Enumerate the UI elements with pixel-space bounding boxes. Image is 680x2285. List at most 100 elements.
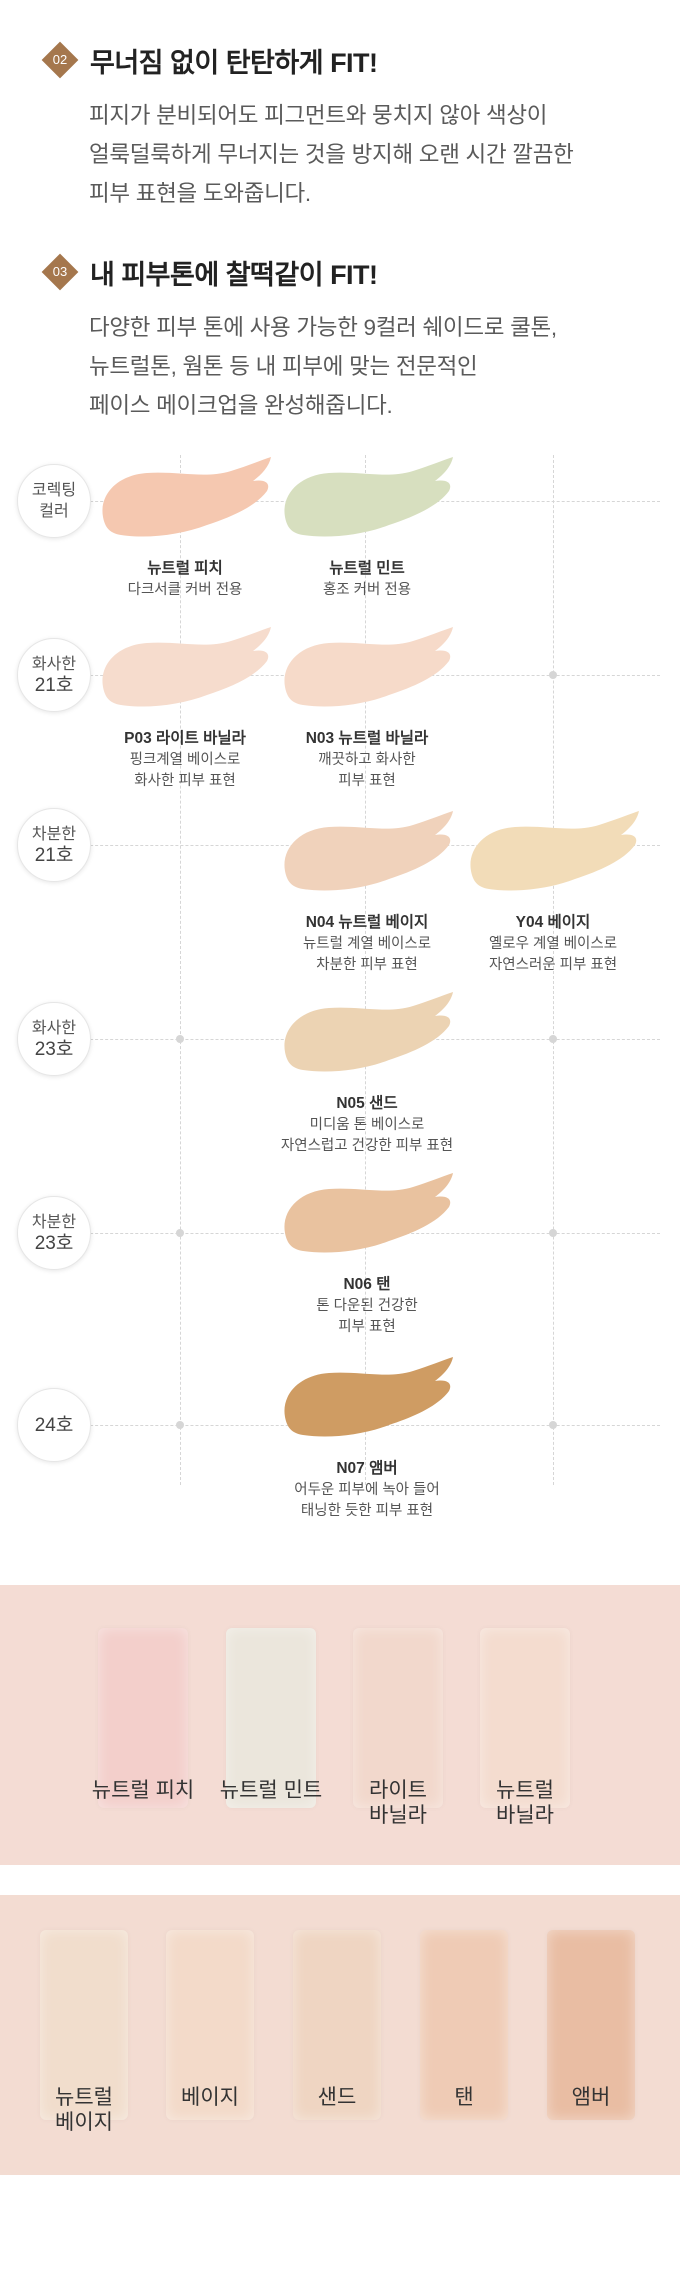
shade-caption: N06 탠 톤 다운된 건강한 피부 표현: [272, 1274, 462, 1338]
swatch-path: [284, 627, 453, 707]
swatch-stroke-icon: [284, 457, 453, 537]
swatch-stroke-icon: [284, 1357, 453, 1437]
grid-dot: [549, 1421, 557, 1429]
swatch-path: [284, 457, 453, 537]
row-label-calm-21: 차분한 21호: [17, 808, 91, 882]
shade-caption: 뉴트럴 피치 다크서클 커버 전용: [90, 558, 280, 601]
texture-label-line: 뉴트럴: [55, 2086, 113, 2109]
shade-desc: 핑크계열 베이스로: [129, 752, 241, 768]
swatch-path: [284, 811, 453, 891]
texture-label: 뉴트럴 피치: [83, 1778, 203, 1803]
swatch-path: [470, 811, 639, 891]
shade-name: 뉴트럴 피치: [147, 560, 223, 577]
texture-label: 샌드: [277, 2085, 397, 2110]
row-label-bright-23: 화사한 23호: [17, 1002, 91, 1076]
texture-swatch: [420, 1930, 508, 2120]
shade-chart: 코렉팅 컬러 화사한 21호 차분한 21호 화사한 23호 차분한 23호 2…: [0, 445, 680, 1555]
row-label-line: 23호: [34, 1039, 74, 1060]
feature-description: 피지가 분비되어도 피그먼트와 뭉치지 않아 색상이 얼룩덜룩하게 무너지는 것…: [89, 96, 659, 213]
shade-name: N04 뉴트럴 베이지: [305, 914, 429, 931]
texture-swatch: [547, 1930, 635, 2120]
texture-label-line: 앰버: [571, 2086, 611, 2109]
swatch-path: [102, 627, 271, 707]
texture-swatch: [480, 1628, 570, 1808]
shade-name: 뉴트럴 민트: [329, 560, 405, 577]
row-label-bright-21: 화사한 21호: [17, 638, 91, 712]
shade-n03: N03 뉴트럴 바닐라 깨끗하고 화사한 피부 표현: [272, 625, 462, 792]
shade-caption: P03 라이트 바닐라 핑크계열 베이스로 화사한 피부 표현: [90, 728, 280, 792]
number-badge: 03: [40, 252, 80, 292]
feature-02-heading: 02 무너짐 없이 탄탄하게 FIT!: [40, 40, 378, 80]
shade-caption: 뉴트럴 민트 홍조 커버 전용: [272, 558, 462, 601]
row-label-line: 차분한: [31, 826, 77, 843]
shade-n04: N04 뉴트럴 베이지 뉴트럴 계열 베이스로 차분한 피부 표현: [272, 809, 462, 976]
shade-caption: N07 앰버 어두운 피부에 녹아 들어 태닝한 듯한 피부 표현: [272, 1458, 462, 1522]
shade-caption: N04 뉴트럴 베이지 뉴트럴 계열 베이스로 차분한 피부 표현: [272, 912, 462, 976]
texture-label: 뉴트럴 바닐라: [465, 1778, 585, 1828]
grid-dot: [549, 671, 557, 679]
shade-n07: N07 앰버 어두운 피부에 녹아 들어 태닝한 듯한 피부 표현: [272, 1355, 462, 1522]
feature-title: 무너짐 없이 탄탄하게 FIT!: [90, 47, 378, 78]
feature-title: 내 피부톤에 찰떡같이 FIT!: [90, 259, 378, 290]
texture-band-1: 뉴트럴 피치 뉴트럴 민트 라이트 바닐라 뉴트럴 바닐라: [0, 1585, 680, 1865]
shade-desc: 옐로우 계열 베이스로: [488, 936, 618, 952]
texture-swatch: [293, 1930, 381, 2120]
grid-dot: [549, 1035, 557, 1043]
description-line: 뉴트럴톤, 웜톤 등 내 피부에 맞는 전문적인: [89, 354, 478, 379]
texture-label: 뉴트럴 민트: [211, 1778, 331, 1803]
shade-caption: Y04 베이지 옐로우 계열 베이스로 자연스러운 피부 표현: [458, 912, 648, 976]
description-line: 다양한 피부 톤에 사용 가능한 9컬러 쉐이드로 쿨톤,: [89, 315, 557, 340]
texture-swatch: [226, 1628, 316, 1808]
shade-desc: 다크서클 커버 전용: [127, 582, 243, 598]
shade-desc: 깨끗하고 화사한: [318, 752, 416, 768]
shade-y04: Y04 베이지 옐로우 계열 베이스로 자연스러운 피부 표현: [458, 809, 648, 976]
row-label-line: 컬러: [39, 503, 69, 520]
grid-column-line: [365, 455, 366, 1485]
feature-description: 다양한 피부 톤에 사용 가능한 9컬러 쉐이드로 쿨톤, 뉴트럴톤, 웜톤 등…: [89, 308, 659, 425]
swatch-stroke-icon: [284, 627, 453, 707]
texture-label-line: 샌드: [317, 2086, 357, 2109]
feature-number: 02: [52, 52, 68, 67]
description-line: 피지가 분비되어도 피그먼트와 뭉치지 않아 색상이: [89, 103, 548, 128]
texture-label-line: 뉴트럴 민트: [219, 1779, 323, 1802]
swatch-path: [102, 457, 271, 537]
texture-label-line: 바닐라: [496, 1804, 554, 1827]
shade-desc: 미디움 톤 베이스로: [309, 1117, 425, 1133]
texture-label-line: 베이지: [181, 2086, 239, 2109]
texture-label: 앰버: [531, 2085, 651, 2110]
row-label-correcting: 코렉팅 컬러: [17, 464, 91, 538]
grid-dot: [176, 1229, 184, 1237]
shade-p03: P03 라이트 바닐라 핑크계열 베이스로 화사한 피부 표현: [90, 625, 280, 792]
texture-band-2: 뉴트럴 베이지 베이지 샌드 탠 앰버: [0, 1895, 680, 2175]
shade-desc: 자연스럽고 건강한 피부 표현: [280, 1138, 454, 1154]
shade-desc: 태닝한 듯한 피부 표현: [300, 1503, 434, 1519]
swatch-stroke-icon: [102, 457, 271, 537]
row-label-line: 차분한: [31, 1214, 77, 1231]
grid-dot: [549, 1229, 557, 1237]
shade-desc: 화사한 피부 표현: [134, 773, 236, 789]
row-label-line: 24호: [34, 1414, 74, 1436]
texture-label: 뉴트럴 베이지: [24, 2085, 144, 2135]
shade-n05: N05 샌드 미디움 톤 베이스로 자연스럽고 건강한 피부 표현: [272, 990, 462, 1157]
texture-swatch: [353, 1628, 443, 1808]
shade-desc: 피부 표현: [338, 773, 396, 789]
texture-label-line: 뉴트럴: [496, 1779, 554, 1802]
texture-label: 탠: [404, 2085, 524, 2110]
shade-name: N07 앰버: [336, 1460, 398, 1477]
row-label-line: 21호: [34, 675, 74, 696]
texture-swatch: [40, 1930, 128, 2120]
swatch-path: [284, 1357, 453, 1437]
swatch-stroke-icon: [284, 1173, 453, 1253]
texture-swatch: [166, 1930, 254, 2120]
number-badge: 02: [40, 40, 80, 80]
shade-name: N05 샌드: [336, 1095, 398, 1112]
row-label-line: 화사한: [31, 1020, 77, 1037]
swatch-stroke-icon: [284, 811, 453, 891]
row-label-line: 21호: [34, 845, 74, 866]
texture-swatch: [98, 1628, 188, 1808]
grid-dot: [176, 1035, 184, 1043]
feature-03-heading: 03 내 피부톤에 찰떡같이 FIT!: [40, 252, 378, 292]
shade-name: N03 뉴트럴 바닐라: [305, 730, 429, 747]
swatch-stroke-icon: [284, 992, 453, 1072]
shade-n06: N06 탠 톤 다운된 건강한 피부 표현: [272, 1171, 462, 1338]
